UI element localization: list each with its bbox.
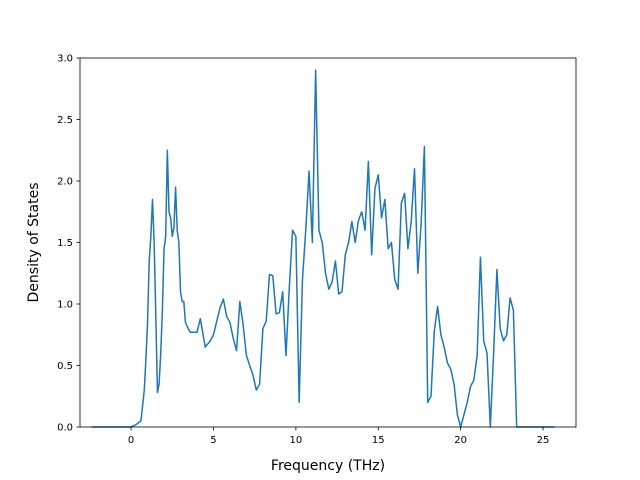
y-tick-label: 2.0 — [57, 177, 73, 188]
x-tick-label: 20 — [454, 435, 467, 446]
series-line-0 — [91, 69, 555, 428]
y-tick-label: 1.5 — [57, 238, 73, 249]
series-layer — [91, 69, 555, 428]
y-tick-label: 0.5 — [57, 361, 73, 372]
y-tick-label: 1.0 — [57, 300, 73, 311]
x-axis-label: Frequency (THz) — [271, 458, 385, 474]
y-axis-label: Density of States — [26, 183, 42, 303]
x-tick-label: 5 — [210, 435, 216, 446]
x-tick-label: 25 — [537, 435, 550, 446]
y-axis-ticks: 0.0 0.5 1.0 1.5 2.0 2.5 3.0 — [57, 54, 80, 434]
x-tick-label: 0 — [128, 435, 134, 446]
y-tick-label: 3.0 — [57, 54, 73, 65]
y-tick-label: 2.5 — [57, 115, 73, 126]
x-tick-label: 10 — [289, 435, 302, 446]
y-tick-label: 0.0 — [57, 423, 73, 434]
x-tick-label: 15 — [372, 435, 385, 446]
x-axis-ticks: 0 5 10 15 20 25 — [128, 427, 550, 446]
